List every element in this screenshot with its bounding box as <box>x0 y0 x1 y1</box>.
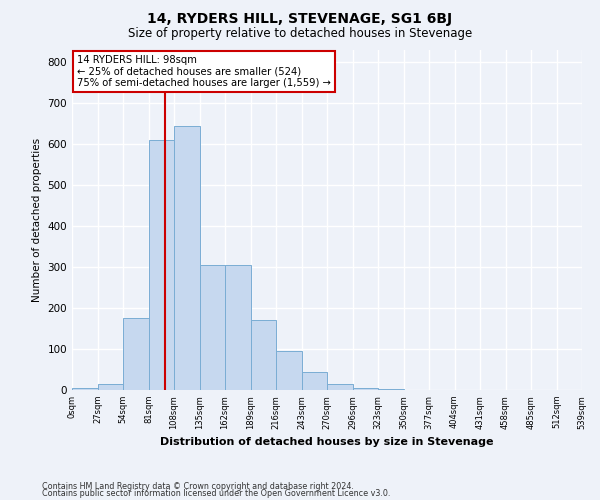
Bar <box>378 389 404 390</box>
Text: 14, RYDERS HILL, STEVENAGE, SG1 6BJ: 14, RYDERS HILL, STEVENAGE, SG1 6BJ <box>148 12 452 26</box>
Text: Contains HM Land Registry data © Crown copyright and database right 2024.: Contains HM Land Registry data © Crown c… <box>42 482 354 491</box>
Bar <box>199 265 225 390</box>
Bar <box>251 320 276 390</box>
Bar <box>327 384 353 390</box>
Bar <box>225 265 251 390</box>
Bar <box>353 388 378 390</box>
Bar <box>72 388 97 390</box>
Bar <box>149 140 174 390</box>
Bar <box>302 372 327 390</box>
Text: Contains public sector information licensed under the Open Government Licence v3: Contains public sector information licen… <box>42 490 391 498</box>
Text: 14 RYDERS HILL: 98sqm
← 25% of detached houses are smaller (524)
75% of semi-det: 14 RYDERS HILL: 98sqm ← 25% of detached … <box>77 55 331 88</box>
Y-axis label: Number of detached properties: Number of detached properties <box>32 138 42 302</box>
Text: Size of property relative to detached houses in Stevenage: Size of property relative to detached ho… <box>128 28 472 40</box>
Bar <box>123 318 149 390</box>
Bar <box>97 384 123 390</box>
Bar <box>276 351 302 390</box>
X-axis label: Distribution of detached houses by size in Stevenage: Distribution of detached houses by size … <box>160 437 494 447</box>
Bar <box>174 126 199 390</box>
